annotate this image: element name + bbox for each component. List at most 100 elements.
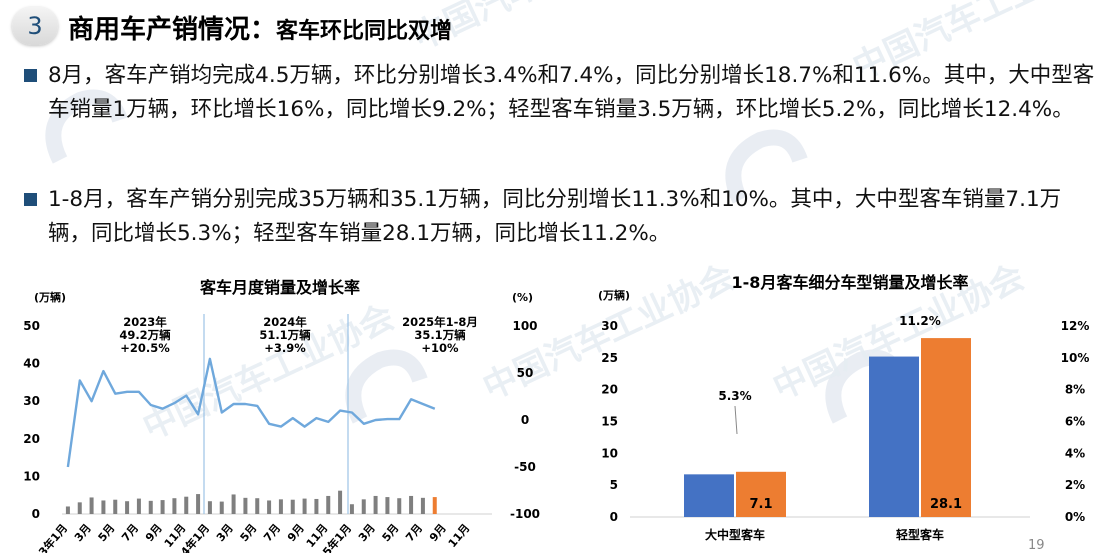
title-main: 商用车产销情况： [68, 15, 277, 45]
chart-2-value-label: 28.1 [930, 497, 962, 512]
bullet-square-icon [24, 193, 37, 206]
chart-1-left-tick-label: 20 [23, 432, 40, 446]
chart-1-right-tick-label: 50 [517, 366, 534, 380]
chart-1-left-tick-label: 10 [23, 469, 40, 483]
chart-1-sales-bar [420, 497, 425, 514]
section-number-badge: 3 [12, 7, 58, 45]
page-title: 商用车产销情况：客车环比同比双增 [68, 9, 452, 46]
chart-1-sales-bar [148, 500, 153, 514]
chart-1-x-tick-label: 3月 [214, 522, 236, 545]
chart-2-category-label: 大中型客车 [705, 527, 765, 542]
chart-1-sales-bar [89, 497, 94, 514]
chart-2-right-tick-label: 0% [1065, 510, 1085, 524]
chart-1-growth-line [66, 357, 436, 468]
chart-1-sales-bar [409, 495, 414, 514]
chart-1-sales-bar [361, 499, 366, 514]
chart-2-left-tick-label: 30 [601, 319, 618, 333]
chart-1-growth-series [66, 357, 436, 468]
chart-1-x-tick-label: 5月 [238, 522, 260, 545]
chart-2-right-tick-label: 6% [1065, 415, 1085, 429]
chart-1-sales-bar [196, 494, 201, 514]
chart-2-bar-series-2 [736, 471, 786, 517]
chart-2-growth-label: 11.2% [899, 314, 941, 328]
bullet-square-icon [24, 69, 37, 82]
chart-2-growth-leader [734, 405, 738, 435]
chart-1-annotation-line: +20.5% [120, 341, 170, 355]
chart-1-sales-bar [184, 496, 189, 514]
chart-1-x-tick-label: 5月 [380, 522, 402, 545]
chart-2-left-tick-label: 10 [601, 446, 618, 460]
chart-1-annotation-line: 51.1万辆 [259, 328, 311, 342]
segment-sales-chart: 1-8月客车细分车型销量及增长率 (万辆) 30 25 20 15 10 5 0 12% 10… [598, 273, 1090, 542]
bullet-2-text: 1-8月，客车产销分别完成35万辆和35.1万辆，同比分别增长11.3%和10%… [48, 187, 1062, 246]
chart-2-category-label: 轻型客车 [896, 527, 944, 542]
chart-1-year-dividers [203, 314, 349, 514]
chart-1-sales-bar [349, 504, 354, 514]
chart-1-sales-bar [267, 500, 272, 514]
chart-1-annotation-line: 2024年 [263, 315, 307, 329]
chart-1-sales-bar [338, 490, 343, 514]
chart-1-right-axis: 100 50 0 -50 -100 [510, 319, 540, 521]
chart-1-sales-bar [397, 498, 402, 514]
chart-1-x-tick-label: 7月 [403, 522, 425, 545]
chart-1-left-tick-label: 30 [23, 394, 40, 408]
chart-1-annotation-line: 2025年1-8月 [402, 315, 478, 329]
chart-2-right-tick-label: 4% [1065, 446, 1085, 460]
chart-1-x-tick-label: 3月 [72, 522, 94, 545]
chart-1-sales-bar [207, 501, 212, 514]
chart-1-annotation-line: 2023年 [123, 315, 167, 329]
chart-1-sales-bar [302, 498, 307, 514]
chart-2-left-tick-label: 0 [610, 510, 618, 524]
chart-2-bar-series-2 [921, 338, 971, 517]
chart-2-growth-label: 5.3% [718, 389, 751, 403]
chart-1-sales-bar [172, 498, 177, 514]
chart-1-sales-bar [373, 495, 378, 514]
chart-2-right-tick-label: 10% [1061, 351, 1090, 365]
bullet-1: 8月，客车产销均完成4.5万辆，环比分别增长3.4%和7.4%，同比分别增长18… [24, 59, 1099, 127]
chart-2-bar-series-1 [684, 474, 734, 517]
chart-1-sales-bar [65, 506, 70, 514]
chart-2-value-label: 7.1 [749, 497, 772, 512]
chart-1-sales-bar [219, 501, 224, 514]
chart-1-sales-bar [160, 500, 165, 514]
chart-1-sales-bar [385, 497, 390, 514]
chart-1-sales-bar [125, 501, 130, 514]
chart-1-annotation-line: +10% [421, 341, 459, 355]
chart-2-left-unit: (万辆) [598, 288, 630, 302]
bullet-2: 1-8月，客车产销分别完成35万辆和35.1万辆，同比分别增长11.3%和10%… [24, 183, 1099, 251]
chart-2-left-tick-label: 5 [610, 478, 618, 492]
chart-2-title: 1-8月客车细分车型销量及增长率 [732, 273, 969, 292]
chart-1-title: 客车月度销量及增长率 [200, 278, 360, 297]
chart-1-right-tick-label: 0 [521, 413, 529, 427]
chart-1-right-tick-label: -100 [510, 507, 540, 521]
title-sub: 客车环比同比双增 [276, 19, 453, 44]
chart-1-right-tick-label: 100 [512, 319, 537, 333]
chart-1-annotation-line: +3.9% [264, 341, 306, 355]
chart-2-left-tick-label: 15 [601, 415, 618, 429]
chart-1-left-tick-label: 40 [23, 357, 40, 371]
chart-1-x-tick-label: 7月 [119, 522, 141, 545]
chart-1-left-tick-label: 0 [32, 507, 40, 521]
chart-2-right-axis: 12% 10% 8% 6% 4% 2% 0% [1061, 319, 1090, 524]
chart-2-bars [684, 338, 971, 517]
chart-1-x-tick-label: 11月 [446, 522, 473, 551]
chart-1-x-tick-label: 2023年1月 [21, 521, 70, 553]
chart-2-right-tick-label: 8% [1065, 383, 1085, 397]
chart-1-annotation-line: 49.2万辆 [119, 328, 171, 342]
chart-1-left-unit: (万辆) [34, 290, 66, 304]
chart-1-sales-bar [231, 494, 236, 514]
chart-2-left-tick-label: 20 [601, 383, 618, 397]
chart-1-sales-bar [77, 502, 82, 514]
chart-1-sales-bar [255, 498, 260, 514]
chart-1-left-tick-label: 50 [23, 319, 40, 333]
chart-1-sales-bar [432, 497, 437, 514]
chart-2-labels: 7.1 大中型客车 28.1 轻型客车 5.3% 11.2% [705, 314, 962, 542]
chart-1-x-tick-label: 5月 [96, 522, 118, 545]
chart-2-right-tick-label: 2% [1065, 478, 1085, 492]
chart-2-right-tick-label: 12% [1061, 319, 1090, 333]
chart-1-x-tick-label: 3月 [356, 522, 378, 545]
chart-2-left-tick-label: 25 [601, 351, 618, 365]
